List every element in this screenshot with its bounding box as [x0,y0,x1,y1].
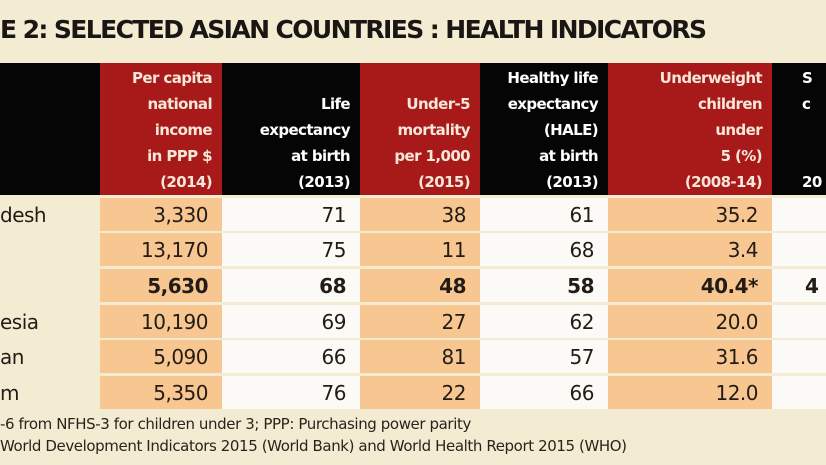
column-header-line: at birth [539,147,598,165]
country-name: an [0,345,24,369]
column-header-line: 20 [802,173,822,191]
country-name [0,233,100,266]
table-cell: 3,330 [100,198,222,231]
table-cell: 38 [360,198,480,231]
column-header-line: (2014) [160,173,212,191]
table-cell: 27 [360,305,480,338]
table-header: Per capita national income in PPP $ (2014) Li… [0,63,826,195]
column-header-line: S [802,69,813,87]
column-header-line: in PPP $ [147,147,212,165]
table-cell: 68 [222,269,360,302]
column-header-line: mortality [397,121,471,139]
table-cell: 11 [360,233,480,266]
column-header-line: Underweight [659,69,763,87]
table-cell: 48 [360,269,480,302]
table-cell: 31.6 [608,340,772,373]
column-header-line: Per capita [132,69,213,87]
table-cell: 69 [222,305,360,338]
table-cell [772,305,826,338]
column-header-line: expectancy [507,95,599,113]
column-header-line: children [697,95,763,113]
table-cell: 40.4* [608,269,772,302]
column-header-line: Healthy life [507,69,598,87]
table-cell: 66 [222,340,360,373]
column-header-line: c [802,95,811,113]
table-row: 13,170 75 11 68 3.4 [0,233,826,266]
table-row: an 5,090 66 81 57 31.6 [0,340,826,373]
table-cell [772,198,826,231]
table-cell: 35.2 [608,198,772,231]
column-header-line: Under-5 [406,95,470,113]
column-header-line: (2015) [418,173,470,191]
table-cell [772,233,826,266]
country-name: m [0,381,19,405]
column-header-line: income [154,121,213,139]
table-cell: 12.0 [608,376,772,409]
column-header: Underweight children under 5 (%) (2008-14) [608,63,772,195]
table-cell: 5,090 [100,340,222,373]
table-row: desh 3,330 71 38 61 35.2 [0,198,826,231]
table-cell: 58 [480,269,608,302]
column-header: Under-5 mortality per 1,000 (2015) [360,63,480,195]
table-cell: 57 [480,340,608,373]
column-header-line: 5 (%) [720,147,763,165]
column-header-line: (2008-14) [684,173,763,191]
table-cell: 61 [480,198,608,231]
table-cell: 5,350 [100,376,222,409]
table-cell: 75 [222,233,360,266]
column-header: Healthy life expectancy (HALE) at birth (201… [480,63,608,195]
country-name: esia [0,310,39,334]
footnotes: -6 from NFHS-3 for children under 3; PPP… [0,413,627,457]
column-header-line: national [147,95,212,113]
column-header-line: (2013) [546,173,598,191]
table-row: m 5,350 76 22 66 12.0 [0,376,826,409]
column-header: Life expectancy at birth (2013) [222,63,360,195]
table-cell: 5,630 [100,269,222,302]
table-cell: 10,190 [100,305,222,338]
table-cell: 20.0 [608,305,772,338]
table-cell [772,340,826,373]
column-header-line: per 1,000 [394,147,470,165]
table-cell: 22 [360,376,480,409]
column-header-line: expectancy [259,121,351,139]
table-cell: 3.4 [608,233,772,266]
column-header-line: at birth [291,147,350,165]
column-header-line: Life [321,95,351,113]
footnote-source: World Development Indicators 2015 (World… [0,437,627,455]
column-header-line [802,117,826,143]
column-header-line: (2013) [298,173,350,191]
table-row: esia 10,190 69 27 62 20.0 [0,305,826,338]
column-header-line: under [715,121,762,139]
table-cell [772,376,826,409]
table-cell: 81 [360,340,480,373]
table-cell: 13,170 [100,233,222,266]
table-cell: 62 [480,305,608,338]
country-name: desh [0,203,47,227]
footnote-abbreviations: -6 from NFHS-3 for children under 3; PPP… [0,415,471,433]
table-cell: 76 [222,376,360,409]
column-header-line [802,143,826,169]
table-cell: 66 [480,376,608,409]
column-header: Per capita national income in PPP $ (2014) [100,63,222,195]
table-row: 5,630 68 48 58 40.4* 4 [0,269,826,302]
column-header-line: (HALE) [543,121,599,139]
table-cell: 71 [222,198,360,231]
table-cell: 4 [772,269,826,302]
table-title: E 2: SELECTED ASIAN COUNTRIES : HEALTH I… [0,15,707,44]
country-name [0,269,100,302]
table-cell: 68 [480,233,608,266]
